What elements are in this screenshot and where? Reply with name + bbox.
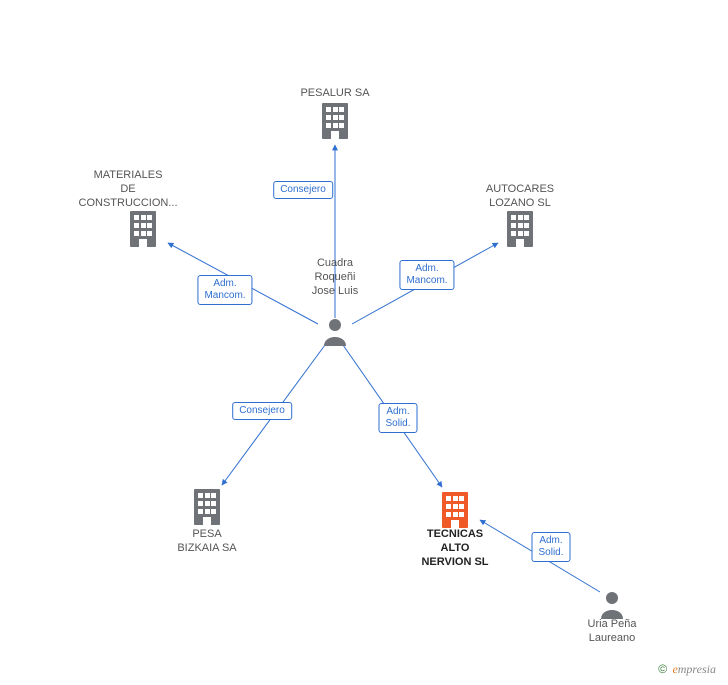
building-icon-pesa[interactable]	[194, 489, 220, 525]
person-icon-uria[interactable]	[601, 592, 623, 619]
node-label-uria: Uria Peña Laureano	[588, 618, 637, 646]
building-icon-materiales[interactable]	[130, 211, 156, 247]
edge-label-center-pesa: Consejero	[232, 402, 292, 420]
building-icon-pesalur[interactable]	[322, 103, 348, 139]
edge-label-center-autocares: Adm. Mancom.	[399, 260, 454, 290]
edge-label-center-pesalur: Consejero	[273, 181, 333, 199]
brand-rest: mpresia	[678, 662, 716, 676]
node-label-autocares: AUTOCARES LOZANO SL	[486, 183, 554, 211]
node-label-tecnicas: TECNICAS ALTO NERVION SL	[421, 528, 488, 569]
node-label-materiales: MATERIALES DE CONSTRUCCION...	[79, 169, 178, 210]
diagram-canvas	[0, 0, 728, 685]
edge-label-center-tecnicas: Adm. Solid.	[378, 403, 417, 433]
node-label-pesalur: PESALUR SA	[300, 87, 369, 101]
building-icon-tecnicas[interactable]	[442, 492, 468, 528]
building-icon-autocares[interactable]	[507, 211, 533, 247]
copyright-symbol: ©	[658, 662, 667, 676]
footer-credit: © empresia	[658, 662, 716, 677]
edge-label-uria-tecnicas: Adm. Solid.	[531, 532, 570, 562]
edge-label-center-materiales: Adm. Mancom.	[197, 275, 252, 305]
node-label-pesa: PESA BIZKAIA SA	[177, 528, 236, 556]
node-label-center: Cuadra Roqueñi Jose Luis	[312, 257, 358, 298]
person-icon-center[interactable]	[324, 319, 346, 346]
